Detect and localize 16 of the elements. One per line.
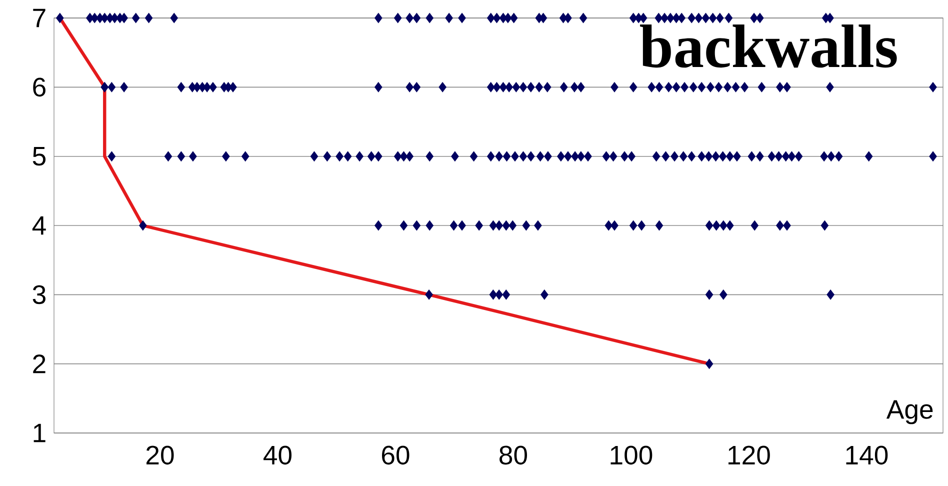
y-tick-label: 1 — [34, 424, 46, 442]
x-tick-label: 40 — [264, 446, 292, 465]
y-tick-label: 2 — [33, 354, 46, 374]
x-tick-label: 80 — [500, 446, 528, 465]
y-tick-label: 5 — [32, 147, 46, 166]
y-tick-label: 4 — [32, 216, 46, 235]
y-tick-label: 3 — [32, 285, 46, 304]
y-tick-label: 6 — [33, 78, 46, 97]
x-tick-label: 100 — [610, 446, 652, 465]
x-tick-label: 120 — [728, 446, 770, 465]
y-tick-label: 7 — [33, 8, 46, 28]
x-tick-label: 140 — [846, 446, 888, 465]
chart-title: backwalls — [640, 24, 897, 68]
x-axis-title: Age — [886, 400, 933, 424]
x-tick-label: 20 — [146, 446, 174, 465]
x-tick-label: 60 — [382, 446, 410, 465]
